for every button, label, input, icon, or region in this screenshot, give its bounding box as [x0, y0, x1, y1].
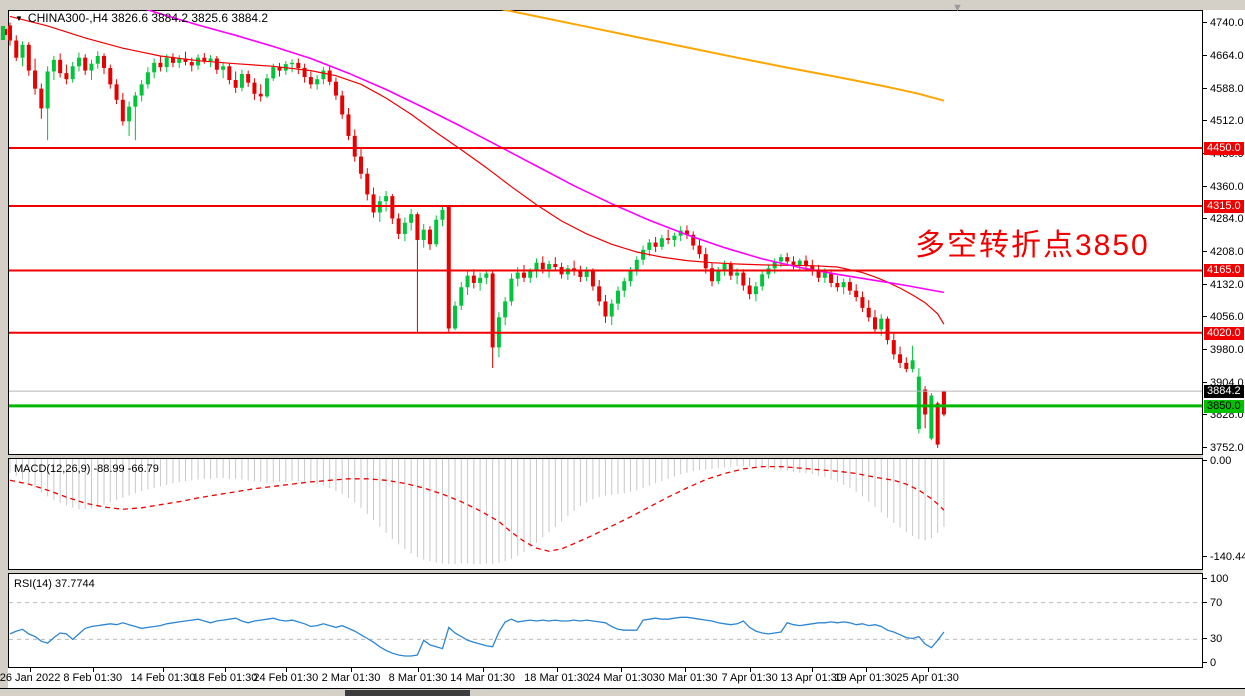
- time-tick-label: 25 Apr 01:30: [896, 672, 959, 684]
- chart-shift-marker-icon: ▼: [952, 2, 963, 14]
- price-tick: 4664.0: [1203, 50, 1244, 62]
- macd-histogram: [9, 459, 945, 565]
- macd-label: MACD(12,26,9) -88.99 -66.79: [14, 463, 159, 475]
- price-tick: 4132.0: [1203, 279, 1244, 291]
- time-axis[interactable]: 26 Jan 2022 8 Feb 01:30 14 Feb 01:30 18 Feb…: [0, 668, 1203, 688]
- time-tick-label: 8 Mar 01:30: [388, 672, 448, 684]
- time-tick-mark: [620, 668, 622, 672]
- time-tick-label: 26 Jan 2022: [0, 672, 61, 684]
- price-tick: 4512.0: [1203, 115, 1244, 127]
- window-bottom-edge: [0, 688, 1245, 696]
- time-tick-mark: [92, 668, 94, 672]
- time-tick-mark: [685, 668, 687, 672]
- price-tick: 3980.0: [1203, 344, 1244, 356]
- background-window-candle-fragment-green: [1, 26, 5, 40]
- time-tick-mark: [749, 668, 751, 672]
- time-tick-label: 24 Feb 01:30: [253, 672, 319, 684]
- panel-splitter-1[interactable]: [8, 455, 1245, 458]
- time-tick-mark: [224, 668, 226, 672]
- chart-title-bar: ▼ CHINA300-,H4 3826.6 3884.2 3825.6 3884…: [15, 11, 268, 25]
- price-badge: 4450.0: [1204, 141, 1244, 155]
- ma-long-orange: [486, 5, 945, 102]
- macd-signal-line: [9, 465, 945, 552]
- price-tick: 4740.0: [1203, 17, 1244, 29]
- time-tick-mark: [482, 668, 484, 672]
- price-badge: 4315.0: [1204, 199, 1244, 213]
- rsi-tick: 70: [1203, 597, 1222, 609]
- time-tick-label: 8 Feb 01:30: [63, 672, 123, 684]
- ma-slow-magenta: [128, 3, 945, 294]
- rsi-line: [9, 616, 945, 657]
- time-tick-label: 7 Apr 01:30: [721, 672, 778, 684]
- rsi-tick: 100: [1203, 573, 1228, 585]
- price-axis[interactable]: 4740.04664.04588.04512.04436.04360.04284…: [1203, 10, 1245, 688]
- panel-splitter-2[interactable]: [8, 570, 1245, 573]
- rsi-label: RSI(14) 37.7744: [14, 578, 95, 590]
- time-tick-mark: [556, 668, 558, 672]
- chevron-down-icon: ▼: [15, 13, 23, 23]
- macd-indicator-panel[interactable]: MACD(12,26,9) -88.99 -66.79: [8, 458, 1203, 570]
- background-window-candle-fragment-red: [5, 29, 7, 35]
- time-tick-mark: [285, 668, 287, 672]
- time-tick-label: 13 Apr 01:30: [780, 672, 843, 684]
- price-tick: 4360.0: [1203, 181, 1244, 193]
- macd-tick: -140.44: [1203, 551, 1245, 563]
- rsi-tick: 30: [1203, 633, 1222, 645]
- candlestick-chart: [8, 3, 1203, 455]
- time-tick-mark: [418, 668, 420, 672]
- rsi-tick: 0: [1203, 657, 1216, 669]
- time-tick-label: 18 Feb 01:30: [192, 672, 258, 684]
- time-tick-label: 30 Mar 01:30: [652, 672, 718, 684]
- time-tick-label: 19 Apr 01:30: [834, 672, 897, 684]
- symbol-ohlc-title: CHINA300-,H4 3826.6 3884.2 3825.6 3884.2: [27, 11, 269, 25]
- price-tick: 4208.0: [1203, 246, 1244, 258]
- main-chart-area[interactable]: [8, 3, 1203, 455]
- price-tick: 3752.0: [1203, 442, 1244, 454]
- ma-fast-red: [9, 15, 945, 325]
- taskbar-fragment: [345, 690, 470, 696]
- time-tick-mark: [927, 668, 929, 672]
- candlestick-series: [8, 22, 946, 449]
- price-tick: 4284.0: [1203, 213, 1244, 225]
- macd-chart: MACD(12,26,9) -88.99 -66.79: [8, 458, 1203, 570]
- rsi-indicator-panel[interactable]: RSI(14) 37.7744: [8, 573, 1203, 668]
- price-badge: 4165.0: [1204, 264, 1244, 278]
- price-tick: 4588.0: [1203, 83, 1244, 95]
- time-tick-label: 14 Mar 01:30: [450, 672, 516, 684]
- time-tick-label: 24 Mar 01:30: [588, 672, 653, 684]
- annotation-text: 多空转折点3850: [915, 229, 1150, 262]
- time-tick-mark: [865, 668, 867, 672]
- time-tick-mark: [811, 668, 813, 672]
- macd-tick: 0.00: [1203, 455, 1231, 467]
- price-badge: 3884.2: [1204, 385, 1244, 399]
- time-tick-label: 18 Mar 01:30: [524, 672, 589, 684]
- price-tick: 4056.0: [1203, 311, 1244, 323]
- time-tick-mark: [350, 668, 352, 672]
- price-badge: 4020.0: [1204, 326, 1244, 340]
- time-tick-mark: [30, 668, 32, 672]
- price-badge: 3850.0: [1204, 399, 1244, 413]
- time-tick-label: 14 Feb 01:30: [130, 672, 196, 684]
- rsi-chart: RSI(14) 37.7744: [8, 573, 1203, 668]
- time-tick-mark: [162, 668, 164, 672]
- time-tick-label: 2 Mar 01:30: [321, 672, 381, 684]
